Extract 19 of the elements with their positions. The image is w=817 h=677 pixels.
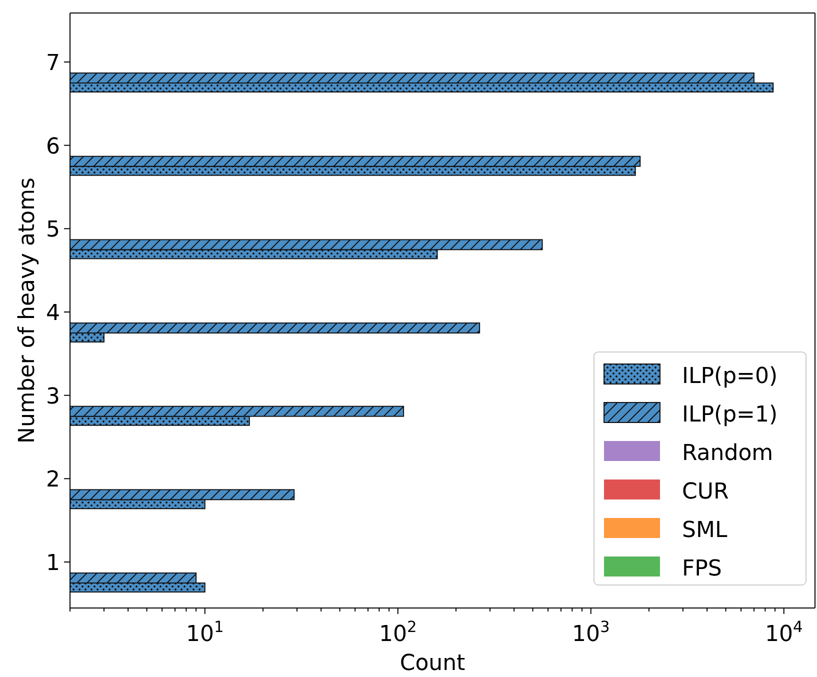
y-tick-label: 2 (46, 468, 60, 493)
legend-label: SML (682, 518, 728, 543)
y-tick-label: 7 (46, 51, 60, 76)
legend-label: ILP(p=1) (682, 402, 778, 428)
x-tick-label: 10$^{2}$ (378, 618, 417, 647)
y-axis-title: Number of heavy atoms (15, 177, 40, 444)
y-tick-label: 6 (46, 134, 60, 160)
x-tick-label: 10$^{3}$ (572, 618, 610, 647)
x-tick-label: 10$^{4}$ (764, 618, 803, 647)
x-tick-label: 10$^{1}$ (186, 618, 224, 647)
x-axis-title: Count (400, 651, 466, 676)
y-tick-label: 5 (46, 218, 60, 243)
y-tick-label: 4 (46, 301, 60, 326)
legend-label: CUR (682, 480, 729, 504)
legend-label: ILP(p=0) (682, 364, 778, 389)
y-tick-label: 1 (46, 551, 60, 576)
y-tick-label: 3 (46, 384, 60, 410)
legend-label: FPS (682, 556, 722, 582)
legend-label: Random (682, 441, 774, 466)
